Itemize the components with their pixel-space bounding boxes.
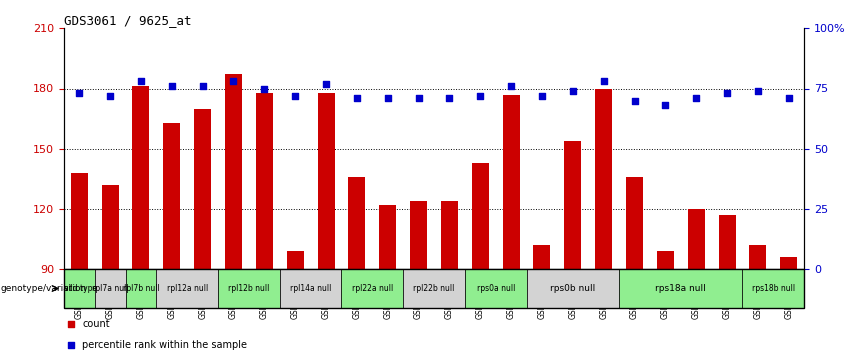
Bar (619, 269, 742, 308)
Bar (595, 88, 612, 269)
Point (288, 93, 302, 98)
Text: rpl12a null: rpl12a null (167, 284, 208, 293)
Point (165, 83, 179, 89)
Text: GDS3061 / 9625_at: GDS3061 / 9625_at (64, 14, 191, 27)
Bar (256, 92, 273, 269)
Point (72, 91, 86, 96)
Text: rps18a null: rps18a null (655, 284, 706, 293)
Bar (750, 245, 767, 269)
Text: rpl7a null: rpl7a null (92, 284, 129, 293)
Point (103, 93, 117, 98)
Bar (218, 269, 280, 308)
Text: rps0b null: rps0b null (551, 284, 596, 293)
Point (597, 79, 610, 84)
Bar (194, 109, 211, 269)
Bar (403, 269, 465, 308)
Point (689, 95, 703, 101)
Bar (133, 86, 150, 269)
Text: percentile rank within the sample: percentile rank within the sample (83, 340, 248, 350)
Bar (317, 92, 334, 269)
Bar (626, 177, 643, 269)
Text: wild type: wild type (61, 284, 97, 293)
Text: rpl12b null: rpl12b null (228, 284, 270, 293)
Bar (380, 205, 397, 269)
Point (566, 88, 580, 94)
Point (659, 103, 672, 108)
Bar (742, 269, 804, 308)
Bar (64, 269, 94, 308)
Point (65, 321, 78, 327)
Bar (564, 141, 581, 269)
Text: rps18b null: rps18b null (751, 284, 795, 293)
Point (751, 88, 765, 94)
Bar (688, 209, 705, 269)
Point (258, 86, 271, 91)
Bar (657, 251, 674, 269)
Bar (125, 269, 157, 308)
Bar (157, 269, 218, 308)
Point (720, 91, 734, 96)
Bar (348, 177, 365, 269)
Point (473, 93, 487, 98)
Point (628, 98, 642, 103)
Bar (534, 245, 551, 269)
Text: rpl14a null: rpl14a null (290, 284, 331, 293)
Point (443, 95, 456, 101)
Point (505, 83, 518, 89)
Bar (71, 173, 88, 269)
Bar (503, 95, 520, 269)
Bar (441, 201, 458, 269)
Text: genotype/variation: genotype/variation (1, 284, 87, 293)
Text: rpl7b null: rpl7b null (123, 284, 159, 293)
Text: rpl22a null: rpl22a null (351, 284, 393, 293)
Bar (341, 269, 403, 308)
Bar (94, 269, 125, 308)
Point (65, 342, 78, 348)
Text: count: count (83, 319, 110, 329)
Point (535, 93, 549, 98)
Text: rpl22b null: rpl22b null (414, 284, 454, 293)
Bar (410, 201, 427, 269)
Point (134, 79, 148, 84)
Bar (718, 215, 735, 269)
Point (782, 95, 796, 101)
Bar (225, 74, 242, 269)
Bar (280, 269, 341, 308)
Text: rps0a null: rps0a null (477, 284, 515, 293)
Point (350, 95, 363, 101)
Point (412, 95, 426, 101)
Point (319, 81, 333, 86)
Bar (471, 163, 488, 269)
Bar (287, 251, 304, 269)
Point (381, 95, 395, 101)
Bar (163, 122, 180, 269)
Bar (780, 257, 797, 269)
Point (226, 79, 240, 84)
Point (196, 83, 209, 89)
Bar (465, 269, 527, 308)
Bar (527, 269, 619, 308)
Bar (101, 185, 118, 269)
